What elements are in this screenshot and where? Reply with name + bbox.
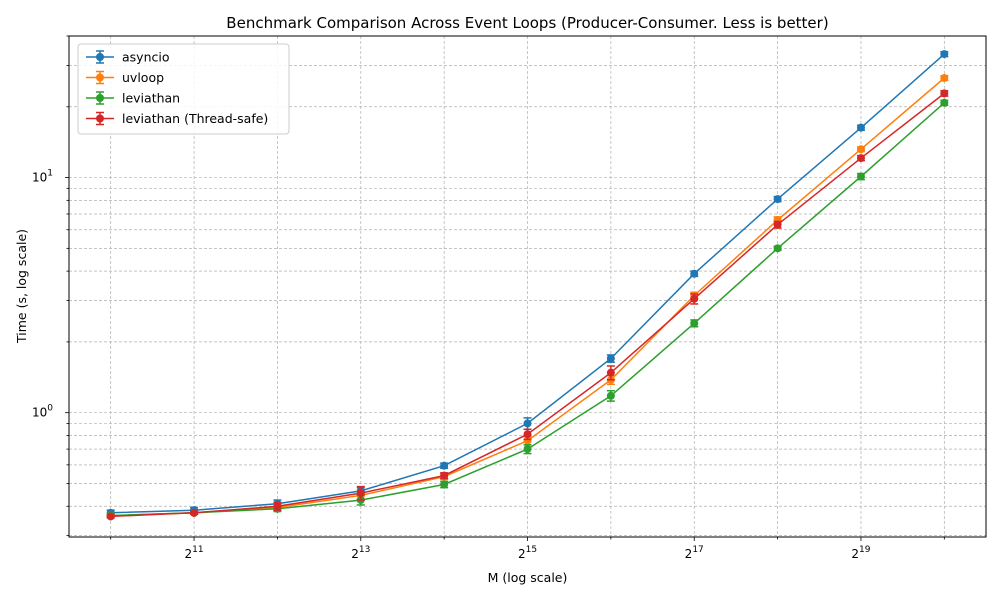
data-point [690,269,699,278]
data-point [773,244,782,253]
data-point [773,220,782,229]
series-layer [106,50,949,521]
data-point [523,445,532,454]
x-axis-title: M (log scale) [488,570,568,585]
x-tick-label: 215 [518,545,537,561]
data-point [690,319,699,328]
data-point [940,50,949,59]
y-axis-ticks: 100 101 [32,35,69,537]
x-tick-label: 217 [685,545,704,561]
data-point [440,471,449,480]
data-point [606,354,615,363]
x-tick-label: 219 [851,545,870,561]
legend-box [77,43,290,135]
y-axis-title: Time (s, log scale) [14,229,29,344]
data-point [606,391,615,400]
data-point [440,461,449,470]
data-point [440,480,449,489]
x-axis-ticks: 211 213 215 217 219 [110,537,945,561]
data-point [523,430,532,439]
legend-item: leviathan (Thread-safe) [86,111,268,126]
chart-title: Benchmark Comparison Across Event Loops … [226,14,828,32]
data-point [856,154,865,163]
legend-marker [96,114,104,123]
legend-item: leviathan [86,91,180,106]
y-tick-label: 100 [32,404,53,420]
legend-item: asyncio [86,50,170,65]
data-point [273,502,282,511]
legend-marker [96,53,104,61]
data-point [523,419,532,428]
y-tick-label: 101 [32,169,53,185]
data-point [940,98,949,107]
data-point [606,368,615,377]
legend-marker [96,94,104,102]
data-point [190,508,199,517]
data-point [856,172,865,181]
data-point [773,195,782,204]
legend-label: asyncio [122,50,170,65]
legend-item: uvloop [86,70,164,85]
data-point [856,123,865,132]
legend-label: leviathan [122,91,180,106]
legend: asyncio uvloop leviathan leviathan (Thread-… [77,43,290,135]
data-point [856,145,865,154]
x-tick-label: 211 [185,545,204,561]
legend-label: uvloop [122,70,164,85]
series-3 [106,89,949,521]
data-point [106,512,115,521]
legend-marker [96,73,104,82]
x-tick-label: 213 [351,545,370,561]
data-point [940,74,949,83]
legend-label: leviathan (Thread-safe) [122,111,268,126]
data-point [690,294,699,303]
data-point [356,489,365,498]
data-point [940,89,949,98]
